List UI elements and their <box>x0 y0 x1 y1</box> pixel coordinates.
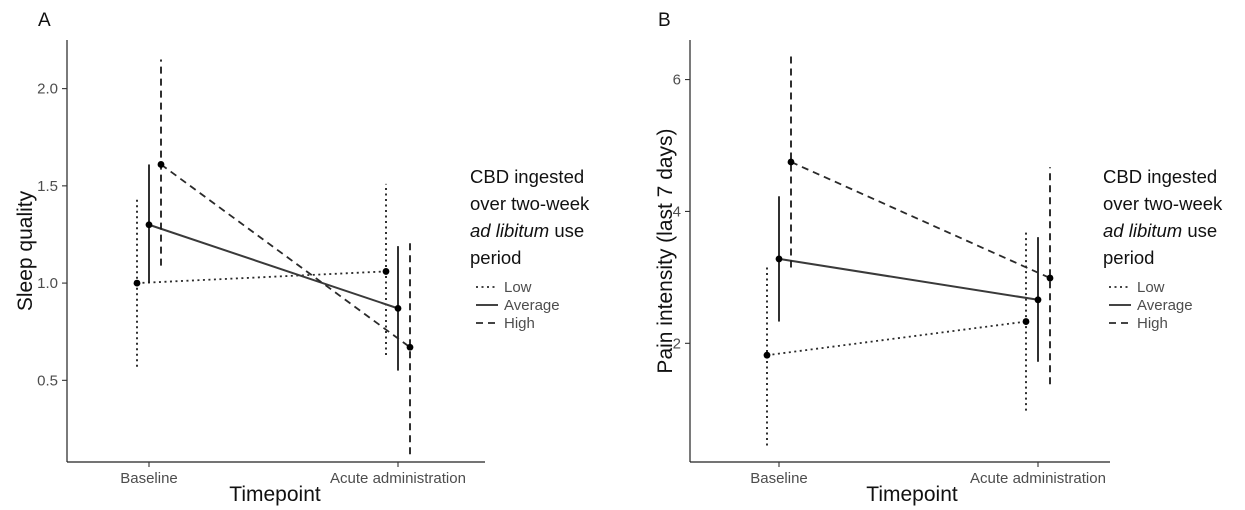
y-axis-title: Pain intensity (last 7 days) <box>654 128 677 373</box>
y-tick-label: 0.5 <box>37 372 58 389</box>
legend: CBD ingested over two-week ad libitum use p… <box>1103 166 1223 332</box>
legend-label: Average <box>1137 297 1193 314</box>
series-high <box>157 59 414 455</box>
series-high <box>787 51 1054 385</box>
legend-title-line: period <box>1103 247 1154 268</box>
legend-title-line: over two-week <box>1103 193 1223 214</box>
x-axis-title: Timepoint <box>866 483 958 506</box>
series-line <box>778 257 1039 301</box>
data-point <box>382 268 390 275</box>
data-point <box>157 161 165 168</box>
data-point <box>775 255 783 263</box>
legend-label: Average <box>504 297 560 314</box>
series-low <box>763 232 1030 446</box>
data-point <box>1046 274 1054 282</box>
data-point <box>133 279 141 287</box>
series-average <box>775 196 1042 362</box>
series-average <box>145 164 402 371</box>
series-line <box>766 320 1027 357</box>
y-tick-label: 1.0 <box>37 275 58 292</box>
data-point <box>145 221 153 229</box>
legend-title-line: CBD ingested <box>470 166 584 187</box>
x-tick-label: Baseline <box>120 470 178 487</box>
x-tick-label: Acute administration <box>970 470 1106 487</box>
series-line <box>160 163 411 348</box>
legend-label: High <box>504 315 535 332</box>
x-tick-label: Baseline <box>750 470 808 487</box>
data-point <box>787 158 795 166</box>
data-point <box>763 351 771 359</box>
y-tick-label: 4 <box>673 203 681 220</box>
x-tick-label: Acute administration <box>330 470 466 487</box>
legend-label: High <box>1137 315 1168 332</box>
y-axis-title: Sleep quality <box>14 190 37 311</box>
y-tick-label: 1.5 <box>37 178 58 195</box>
y-tick-label: 2 <box>673 335 681 352</box>
series-low <box>133 183 390 367</box>
series-line <box>790 161 1051 279</box>
series-line <box>136 270 387 284</box>
legend-title-line: period <box>470 247 521 268</box>
data-point <box>406 343 414 351</box>
panel-b: B 2 4 6 Baseline Acute administration Timepoin… <box>654 10 1223 506</box>
data-point <box>1034 296 1042 304</box>
legend: CBD ingested over two-week ad libitum use p… <box>470 166 590 332</box>
legend-title-line: CBD ingested <box>1103 166 1217 187</box>
legend-label: Low <box>1137 279 1165 296</box>
legend-title-line: ad libitum use <box>470 220 584 241</box>
data-point <box>1022 318 1030 325</box>
legend-label: Low <box>504 279 532 296</box>
panel-letter: A <box>38 10 51 31</box>
x-axis-title: Timepoint <box>229 483 321 506</box>
series-line <box>148 223 399 310</box>
panel-a: A 0.5 1.0 1.5 2.0 Baseline Acute administratio… <box>14 10 590 506</box>
panel-letter: B <box>658 10 671 31</box>
data-point <box>394 304 402 312</box>
y-tick-label: 6 <box>673 72 681 89</box>
legend-title-line: over two-week <box>470 193 590 214</box>
legend-title-line: ad libitum use <box>1103 220 1217 241</box>
y-tick-label: 2.0 <box>37 81 58 98</box>
